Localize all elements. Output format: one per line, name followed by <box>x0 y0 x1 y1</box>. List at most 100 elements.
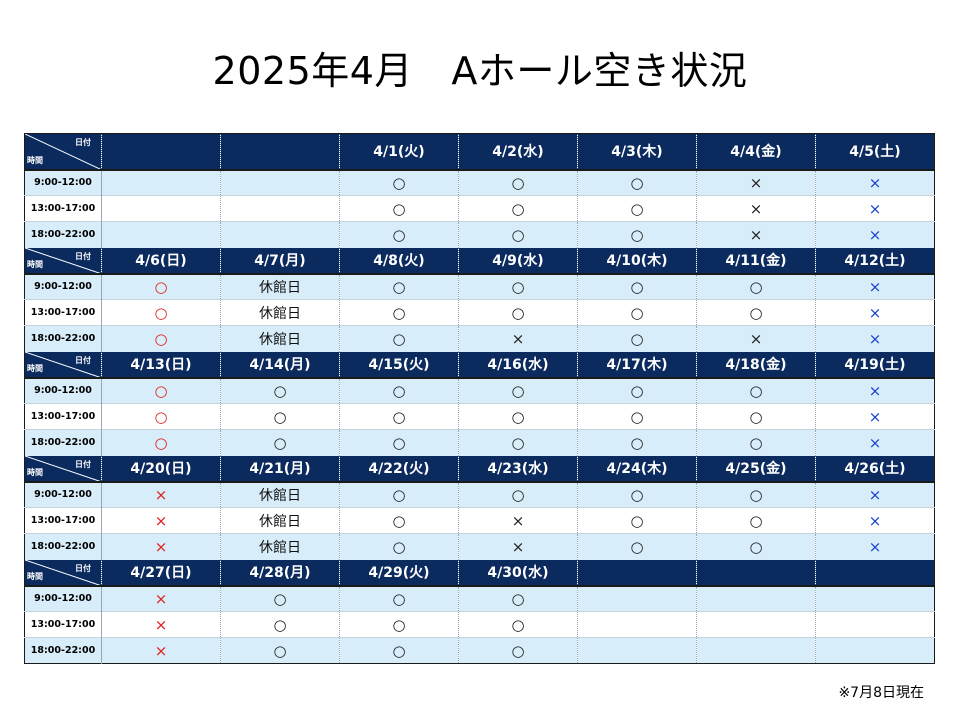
available-mark-icon: ○ <box>511 589 525 608</box>
availability-cell: ○ <box>458 480 578 508</box>
corner-time-label: 時間 <box>27 155 43 165</box>
availability-cell: × <box>815 325 935 352</box>
availability-cell: × <box>696 168 816 196</box>
available-mark-icon: ○ <box>511 173 525 192</box>
availability-cell: × <box>458 533 578 560</box>
time-slot-label: 18:00-22:00 <box>24 429 102 456</box>
available-mark-icon: ○ <box>392 199 406 218</box>
availability-table: 日付 時間 4/1(火) 4/2(水) 4/3(木) 4/4(金) 4/5(土) 9:00-1… <box>24 133 935 664</box>
available-mark-icon: ○ <box>392 329 406 348</box>
booked-mark-icon: × <box>868 303 882 322</box>
week-header-row: 日付 時間 4/13(日) 4/14(月) 4/15(火) 4/16(水) 4/17(木) 4… <box>24 351 935 378</box>
availability-cell <box>101 195 221 222</box>
availability-cell: ○ <box>696 533 816 560</box>
availability-cell: 休館日 <box>220 325 340 352</box>
availability-cell: × <box>458 325 578 352</box>
date-header: 4/3(木) <box>577 133 697 170</box>
date-header: 4/15(火) <box>339 351 459 378</box>
available-mark-icon: ○ <box>749 537 763 556</box>
availability-cell: ○ <box>696 272 816 300</box>
availability-cell <box>577 611 697 638</box>
availability-cell <box>101 168 221 196</box>
available-mark-icon: ○ <box>511 641 525 660</box>
diagonal-divider <box>25 559 102 586</box>
date-header: 4/16(水) <box>458 351 578 378</box>
corner-cell: 日付時間 <box>24 559 102 586</box>
time-slot-row: 9:00-12:00 ○ ○ ○ × × <box>24 168 935 196</box>
available-mark-icon: ○ <box>154 277 168 296</box>
time-slot-label: 9:00-12:00 <box>24 584 102 612</box>
diagonal-divider <box>25 247 102 274</box>
available-mark-icon: ○ <box>392 485 406 504</box>
corner-cell: 日付 時間 <box>24 247 102 274</box>
time-slot-row: 9:00-12:00 × ○ ○ ○ <box>24 584 935 612</box>
booked-mark-icon: × <box>154 485 168 504</box>
availability-cell: ○ <box>577 403 697 430</box>
date-header: 4/18(金) <box>696 351 816 378</box>
availability-cell: × <box>458 507 578 534</box>
availability-cell: 休館日 <box>220 272 340 300</box>
availability-cell: ○ <box>696 403 816 430</box>
available-mark-icon: ○ <box>392 537 406 556</box>
availability-cell: ○ <box>458 272 578 300</box>
booked-mark-icon: × <box>511 329 525 348</box>
available-mark-icon: ○ <box>630 173 644 192</box>
corner-date-label: 日付 <box>75 563 91 573</box>
availability-cell: ○ <box>339 325 459 352</box>
date-header: 4/4(金) <box>696 133 816 170</box>
date-header: 4/14(月) <box>220 351 340 378</box>
available-mark-icon: ○ <box>392 433 406 452</box>
available-mark-icon: ○ <box>511 225 525 244</box>
available-mark-icon: ○ <box>392 511 406 530</box>
time-slot-row: 13:00-17:00 ○ 休館日 ○ ○ ○ ○ × <box>24 299 935 326</box>
date-header: 4/28(月) <box>220 559 340 586</box>
time-slot-row: 18:00-22:00 × ○ ○ ○ <box>24 637 935 664</box>
date-header: 4/20(日) <box>101 455 221 482</box>
availability-cell <box>815 584 935 612</box>
date-header: 4/21(月) <box>220 455 340 482</box>
closed-day-label: 休館日 <box>259 539 301 556</box>
time-slot-label: 9:00-12:00 <box>24 272 102 300</box>
booked-mark-icon: × <box>868 225 882 244</box>
closed-day-label: 休館日 <box>259 331 301 348</box>
available-mark-icon: ○ <box>511 381 525 400</box>
availability-cell: × <box>815 221 935 248</box>
available-mark-icon: ○ <box>392 303 406 322</box>
booked-mark-icon: × <box>154 511 168 530</box>
availability-cell: ○ <box>577 195 697 222</box>
availability-cell: ○ <box>220 376 340 404</box>
availability-cell: × <box>815 376 935 404</box>
date-header <box>220 133 340 170</box>
page-title: 2025年4月 Aホール空き状況 <box>212 49 748 93</box>
time-slot-label: 9:00-12:00 <box>24 480 102 508</box>
corner-cell: 日付 時間 <box>24 351 102 378</box>
availability-cell: 休館日 <box>220 480 340 508</box>
available-mark-icon: ○ <box>511 433 525 452</box>
date-header: 4/2(水) <box>458 133 578 170</box>
availability-cell: × <box>815 195 935 222</box>
time-slot-row: 13:00-17:00 × 休館日 ○ × ○ ○ × <box>24 507 935 534</box>
available-mark-icon: ○ <box>749 433 763 452</box>
date-header: 4/25(金) <box>696 455 816 482</box>
corner-date-label: 日付 <box>75 251 91 261</box>
available-mark-icon: ○ <box>630 329 644 348</box>
available-mark-icon: ○ <box>511 407 525 426</box>
diagonal-divider <box>25 134 102 170</box>
date-header: 4/5(土) <box>815 133 935 170</box>
availability-cell: ○ <box>696 376 816 404</box>
availability-cell: × <box>815 507 935 534</box>
corner-cell: 日付 時間 <box>24 133 102 170</box>
availability-cell: 休館日 <box>220 533 340 560</box>
availability-cell: ○ <box>339 299 459 326</box>
available-mark-icon: ○ <box>749 485 763 504</box>
time-slot-row: 9:00-12:00 × 休館日 ○ ○ ○ ○ × <box>24 480 935 508</box>
closed-day-label: 休館日 <box>259 279 301 296</box>
availability-cell: × <box>101 611 221 638</box>
date-header: 4/11(金) <box>696 247 816 274</box>
time-slot-label: 9:00-12:00 <box>24 168 102 196</box>
available-mark-icon: ○ <box>749 407 763 426</box>
corner-cell: 日付 時間 <box>24 455 102 482</box>
corner-time-label: 時間 <box>27 571 43 581</box>
availability-cell: ○ <box>577 272 697 300</box>
booked-mark-icon: × <box>154 589 168 608</box>
